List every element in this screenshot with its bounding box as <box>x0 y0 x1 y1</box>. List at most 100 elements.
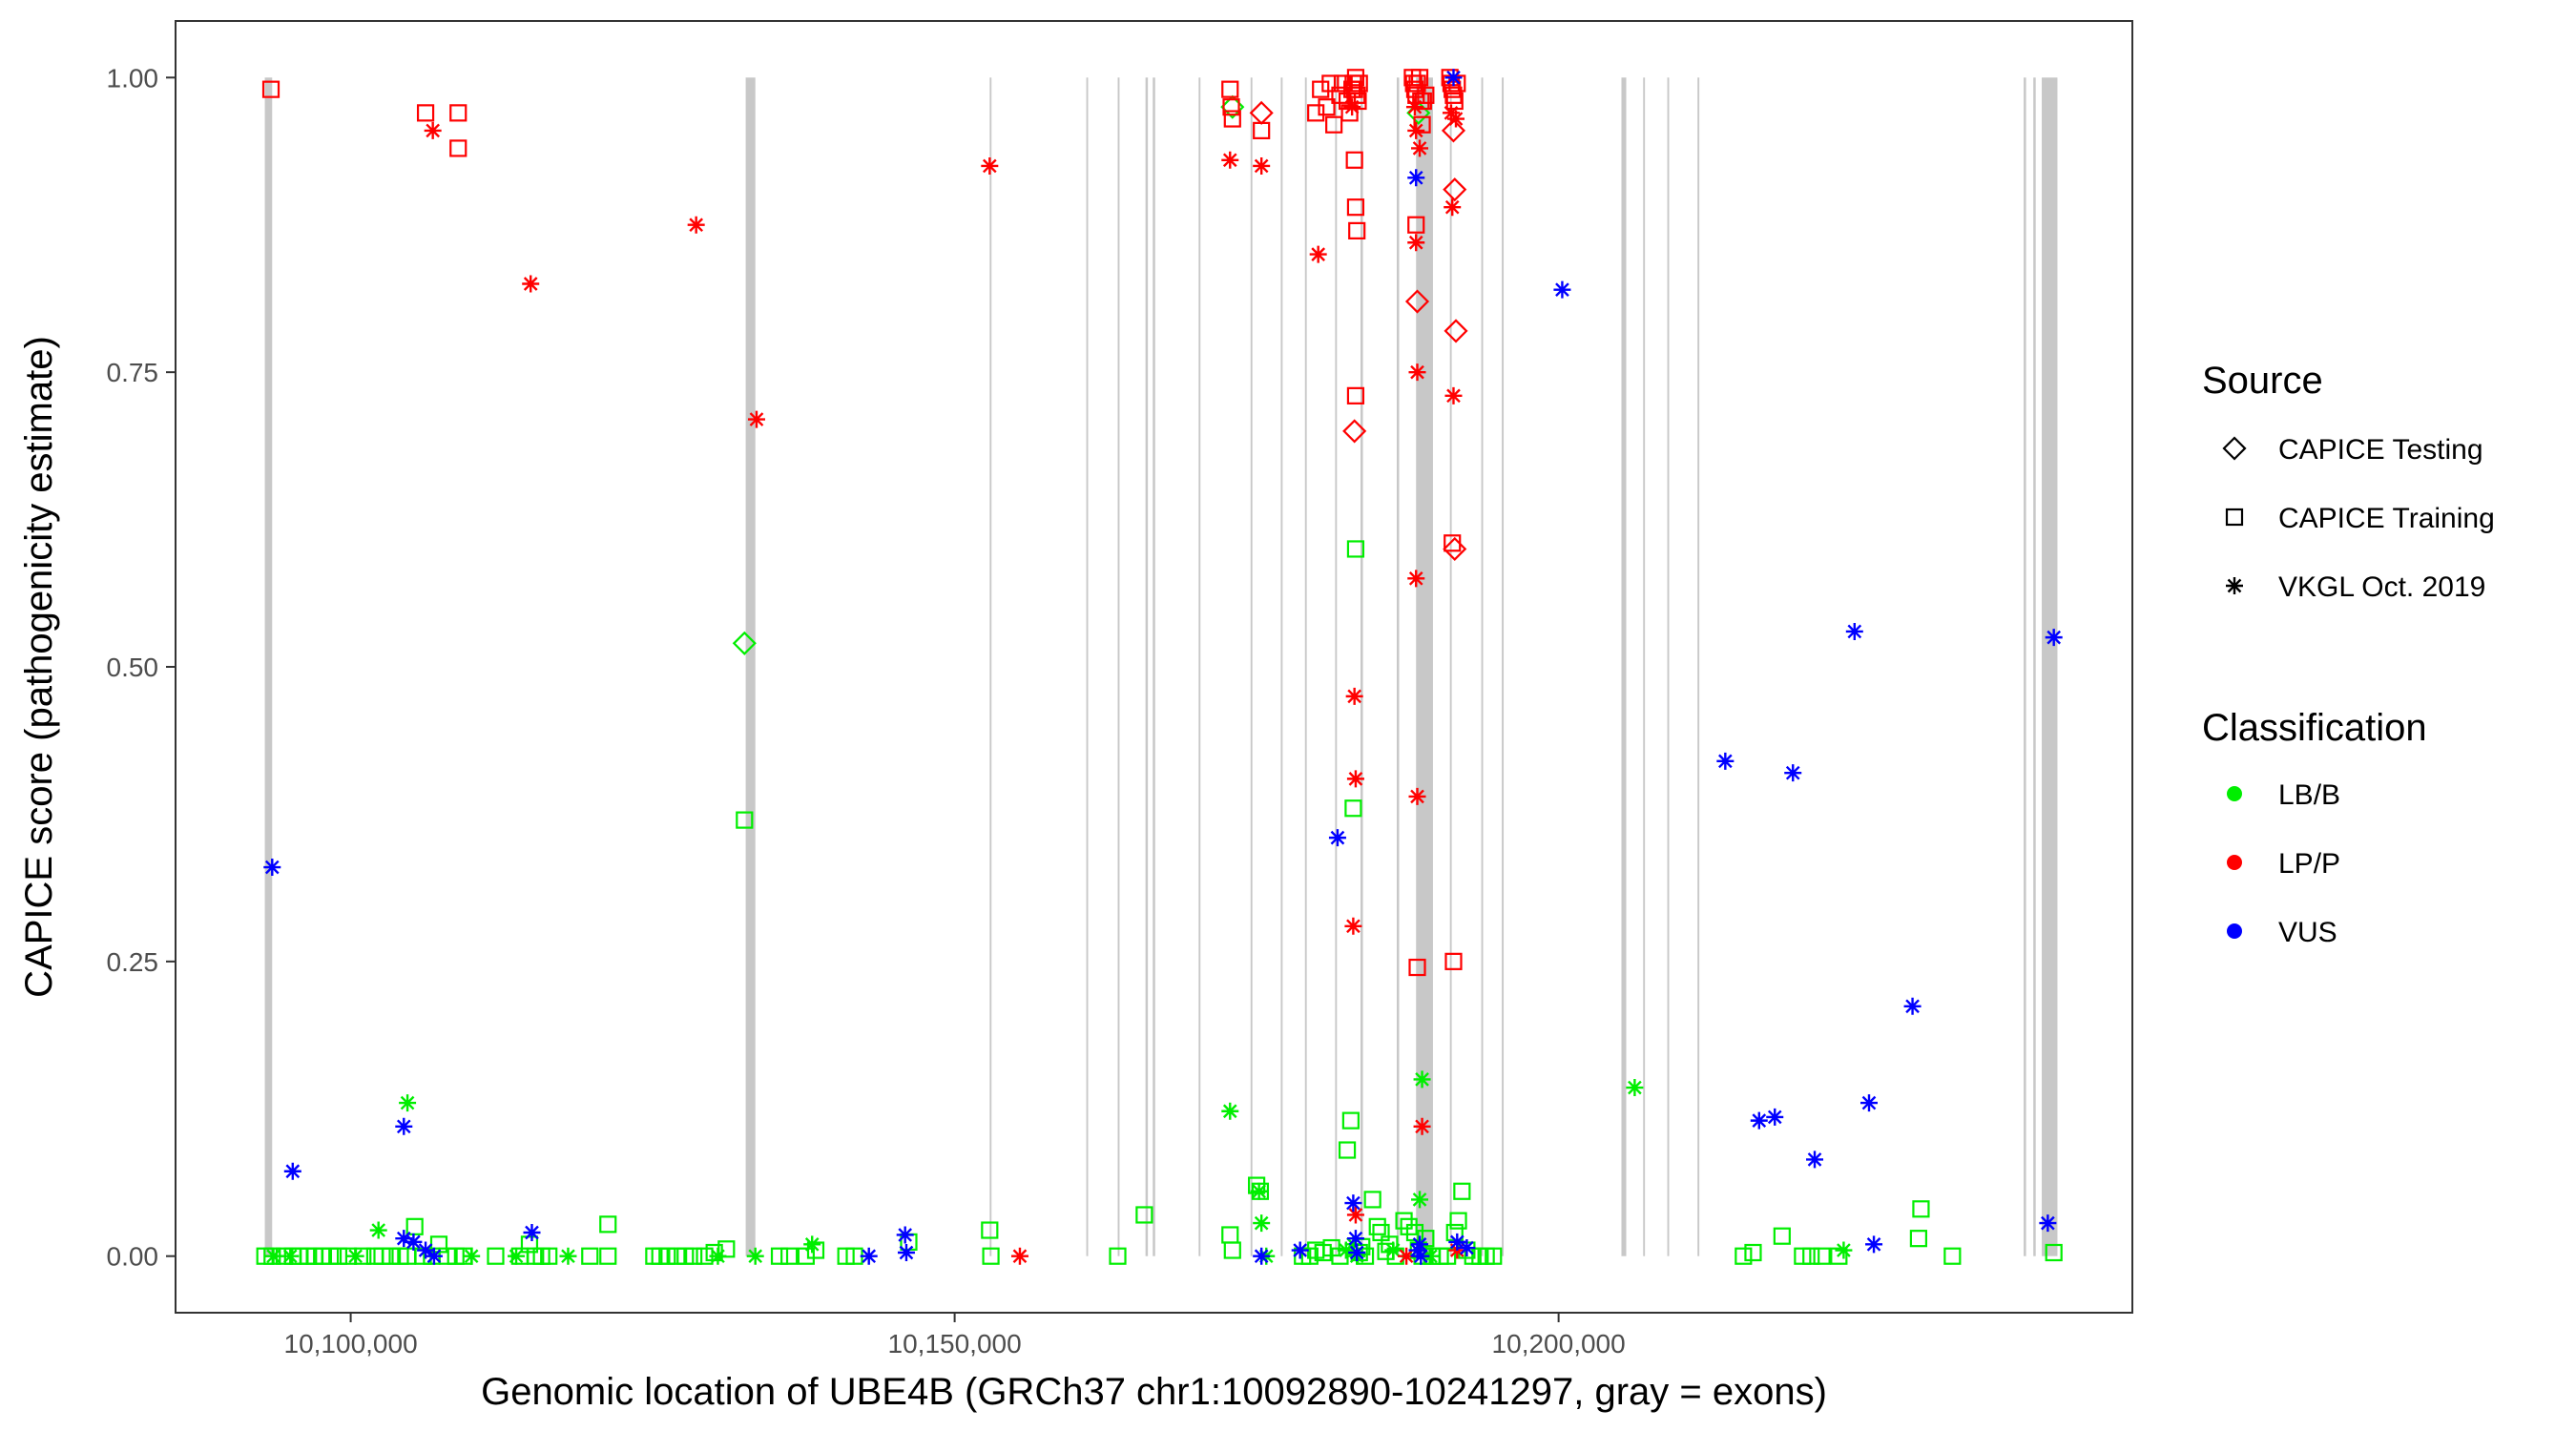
data-point <box>1904 998 1922 1015</box>
legend-key-dot <box>2227 923 2242 939</box>
exon-band <box>1361 77 1363 1255</box>
data-point <box>1347 1206 1364 1223</box>
exon-band <box>746 77 756 1255</box>
legend-key-asterisk <box>2226 577 2243 594</box>
exon-band <box>1697 77 1699 1255</box>
data-point <box>265 1248 282 1265</box>
legend-label: CAPICE Testing <box>2278 434 2483 466</box>
data-point <box>1411 1191 1428 1208</box>
legend-label: LP/P <box>2278 848 2340 880</box>
data-point <box>1347 770 1364 787</box>
data-point <box>1348 1244 1365 1261</box>
chart: 10,100,000 10,150,000 10,200,000 0.00 0.25 0… <box>0 0 2576 1431</box>
data-point <box>2046 629 2063 646</box>
data-point <box>1806 1151 1823 1168</box>
legend-label: VUS <box>2278 917 2337 948</box>
data-point <box>1846 623 1863 640</box>
data-point <box>1835 1242 1852 1259</box>
data-point <box>399 1094 416 1111</box>
exon-band <box>1087 77 1089 1255</box>
data-point <box>1407 169 1424 186</box>
data-point <box>395 1118 412 1135</box>
data-point <box>347 1248 364 1265</box>
legend-label: CAPICE Training <box>2278 503 2495 534</box>
x-tick-label: 10,100,000 <box>284 1329 418 1358</box>
exon-band <box>1146 77 1149 1255</box>
exon-band <box>1450 77 1452 1255</box>
data-point <box>1329 829 1346 846</box>
legend-label: VKGL Oct. 2019 <box>2278 571 2485 603</box>
data-point <box>1407 122 1424 139</box>
exon-band <box>1153 77 1155 1255</box>
data-point <box>1011 1248 1028 1265</box>
exon-band <box>2042 77 2057 1255</box>
data-point <box>1865 1235 1882 1253</box>
data-point <box>1784 764 1801 781</box>
data-point <box>405 1234 422 1251</box>
data-point <box>1344 918 1361 935</box>
data-point <box>1766 1109 1783 1126</box>
data-point <box>1414 1118 1431 1135</box>
x-tick-label: 10,200,000 <box>1492 1329 1626 1358</box>
data-point <box>263 859 280 876</box>
data-point <box>1860 1094 1878 1111</box>
legend-label: LB/B <box>2278 779 2340 811</box>
x-tick-label: 10,150,000 <box>888 1329 1022 1358</box>
data-point <box>748 411 765 428</box>
exon-band <box>1305 77 1307 1255</box>
data-point <box>463 1248 480 1265</box>
data-point <box>1407 234 1424 251</box>
y-tick-label: 0.75 <box>107 358 159 387</box>
exon-band <box>1280 77 1282 1255</box>
data-point <box>1444 198 1461 216</box>
data-point <box>688 217 705 234</box>
data-point <box>1406 98 1423 115</box>
exon-band <box>2033 77 2036 1255</box>
data-point <box>861 1248 878 1265</box>
data-point <box>1553 281 1570 299</box>
data-point <box>1343 98 1361 115</box>
data-point <box>284 1163 301 1180</box>
y-tick-label: 0.00 <box>107 1242 159 1272</box>
y-axis-title: CAPICE score (pathogenicity estimate) <box>18 336 60 998</box>
exon-band <box>1335 77 1337 1255</box>
data-point <box>981 157 998 175</box>
data-point <box>1251 1183 1268 1200</box>
data-point <box>1253 1248 1270 1265</box>
data-point <box>709 1248 726 1265</box>
data-point <box>1310 246 1327 263</box>
exon-band <box>1482 77 1484 1255</box>
legend-source-title: Source <box>2202 360 2323 402</box>
data-point <box>1221 152 1238 169</box>
x-axis-title: Genomic location of UBE4B (GRCh37 chr1:1… <box>481 1371 1827 1413</box>
data-point <box>1626 1079 1643 1096</box>
exon-band <box>1251 77 1253 1255</box>
exon-band <box>1668 77 1670 1255</box>
legend-key-dot <box>2227 855 2242 870</box>
exon-band <box>2024 77 2026 1255</box>
data-point <box>370 1222 387 1239</box>
data-point <box>1414 1070 1431 1088</box>
legend-classification-title: Classification <box>2202 707 2427 749</box>
exon-band <box>1502 77 1504 1255</box>
data-point <box>523 1224 540 1241</box>
data-point <box>426 1248 443 1265</box>
data-point <box>1292 1242 1309 1259</box>
data-point <box>1347 1230 1364 1247</box>
data-point <box>1751 1112 1768 1130</box>
exon-band <box>265 77 273 1255</box>
data-point <box>1412 1248 1429 1265</box>
data-point <box>1221 1103 1238 1120</box>
exon-band <box>1118 77 1120 1255</box>
data-point <box>897 1226 914 1243</box>
y-tick-label: 0.25 <box>107 947 159 977</box>
exon-band <box>1198 77 1200 1255</box>
data-point <box>2039 1214 2056 1232</box>
data-point <box>1344 1194 1361 1212</box>
data-point <box>803 1235 821 1253</box>
chart-background <box>0 0 2576 1431</box>
data-point <box>1407 570 1424 587</box>
data-point <box>1447 111 1465 128</box>
legend-key-dot <box>2227 786 2242 801</box>
exon-band <box>1643 77 1645 1255</box>
